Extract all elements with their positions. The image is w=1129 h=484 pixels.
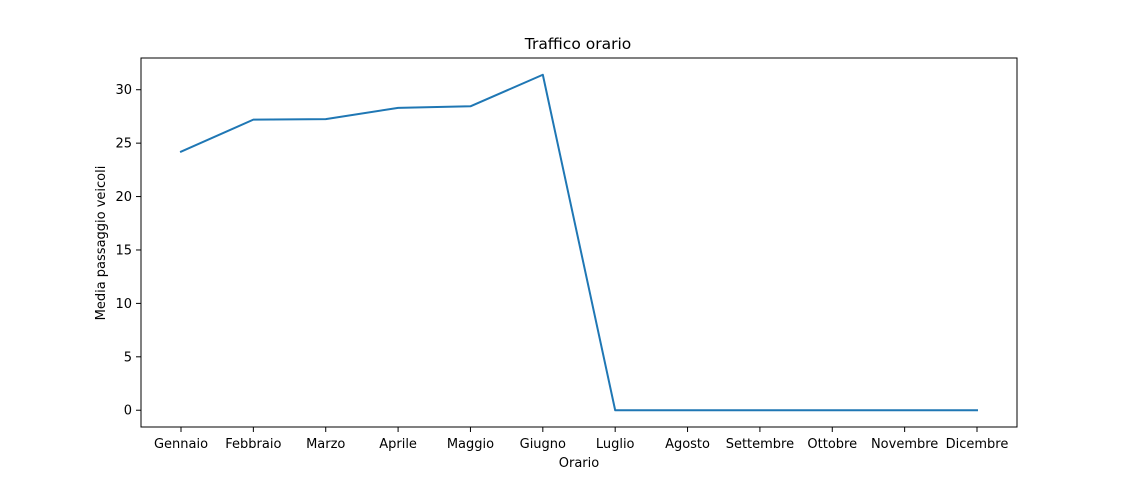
- y-axis-label: Media passaggio veicoli: [94, 166, 109, 321]
- y-tick-label: 10: [115, 297, 132, 312]
- x-tick-label: Dicembre: [946, 437, 1009, 452]
- x-tick-label: Ottobre: [807, 437, 857, 452]
- x-tick-label: Giugno: [520, 437, 566, 452]
- x-tick-label: Agosto: [665, 437, 710, 452]
- plot-marks: [179, 73, 978, 412]
- x-tick-label: Febbraio: [225, 437, 281, 452]
- chart-title: Traffico orario: [524, 35, 632, 53]
- x-tick-label: Luglio: [596, 437, 635, 452]
- y-tick-label: 30: [115, 83, 132, 98]
- x-tick-label: Aprile: [379, 437, 417, 452]
- y-tick-label: 0: [124, 404, 132, 419]
- y-axis-ticks: 0 5 10 15 20 25 30: [115, 83, 141, 419]
- x-tick-label: Maggio: [447, 437, 494, 452]
- y-tick-label: 20: [115, 190, 132, 205]
- y-tick-label: 25: [115, 137, 132, 152]
- x-axis-ticks: Gennaio Febbraio Marzo Aprile Maggio Giugno Lu…: [154, 427, 1008, 452]
- y-tick-label: 15: [115, 243, 132, 258]
- x-tick-label: Settembre: [726, 437, 794, 452]
- y-tick-label: 5: [124, 350, 132, 365]
- x-tick-label: Gennaio: [154, 437, 208, 452]
- x-axis-label: Orario: [559, 456, 600, 471]
- x-tick-label: Marzo: [306, 437, 345, 452]
- x-tick-label: Novembre: [871, 437, 938, 452]
- plot-frame: [140, 57, 1018, 428]
- series-line: [179, 73, 978, 412]
